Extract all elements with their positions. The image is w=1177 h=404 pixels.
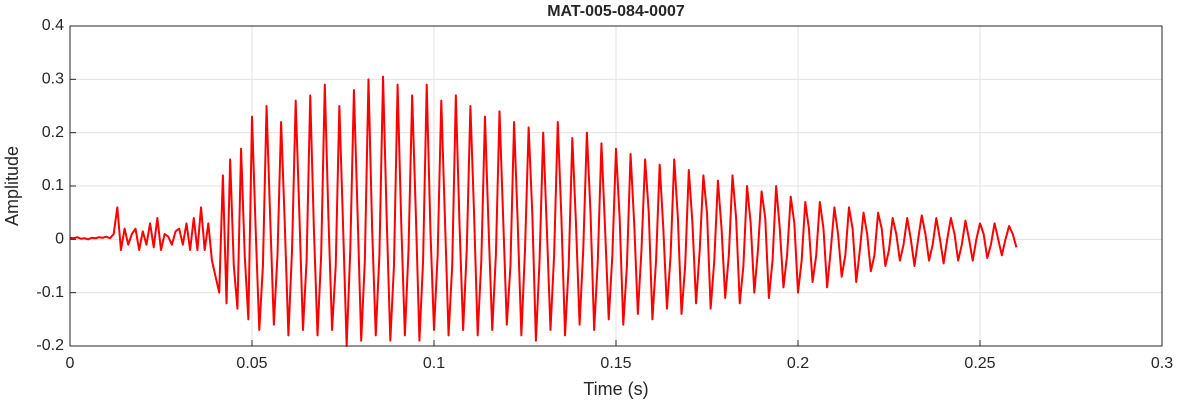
y-tick-label: -0.1 — [36, 284, 64, 301]
waveform-line — [69, 75, 1018, 347]
y-tick-label: 0.3 — [42, 71, 64, 88]
x-tick-label: 0.1 — [423, 355, 445, 372]
x-tick-label: 0.25 — [964, 355, 995, 372]
y-tick-label: 0 — [55, 231, 64, 248]
chart-title: MAT-005-084-0007 — [547, 3, 685, 20]
y-tick-label: 0.1 — [42, 177, 64, 194]
lines — [69, 75, 1018, 347]
x-axis-label: Time (s) — [583, 379, 648, 399]
x-tick-label: 0.05 — [236, 355, 267, 372]
y-axis-label: Amplitude — [2, 146, 22, 226]
y-tick-label: 0.4 — [42, 17, 64, 34]
x-tick-label: 0.2 — [787, 355, 809, 372]
x-tick-label: 0.15 — [600, 355, 631, 372]
x-tick-label: 0.3 — [1151, 355, 1173, 372]
x-tick-label: 0 — [66, 355, 75, 372]
y-tick-label: -0.2 — [36, 337, 64, 354]
y-tick-label: 0.2 — [42, 124, 64, 141]
